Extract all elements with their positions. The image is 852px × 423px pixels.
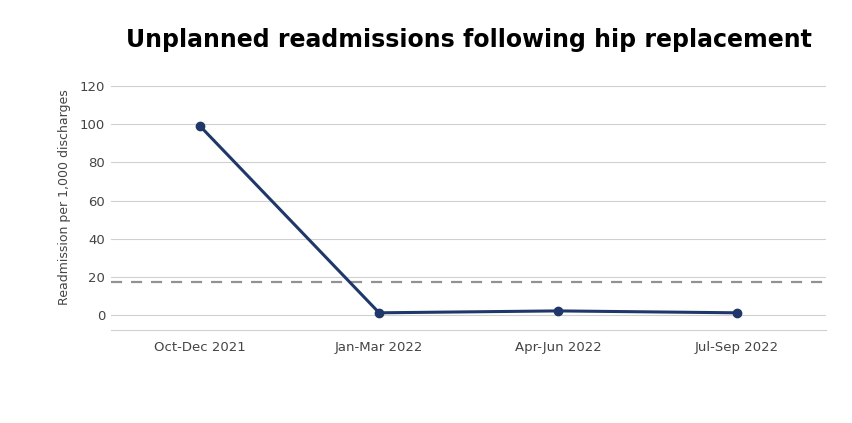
Y-axis label: Readmission per 1,000 discharges: Readmission per 1,000 discharges <box>59 89 72 305</box>
Title: Unplanned readmissions following hip replacement: Unplanned readmissions following hip rep… <box>125 28 812 52</box>
